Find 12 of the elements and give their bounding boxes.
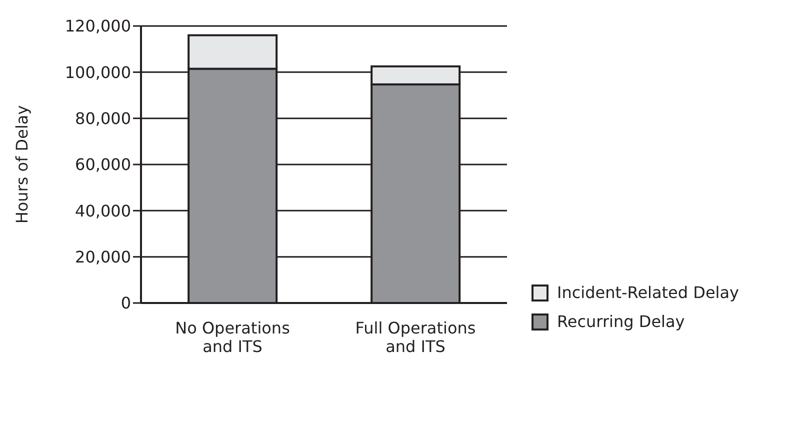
x-tick-label: No Operations and ITS xyxy=(175,318,290,356)
y-tick-label: 60,000 xyxy=(75,155,131,174)
y-tick-label: 40,000 xyxy=(75,201,131,220)
y-axis-title: Hours of Delay xyxy=(12,105,32,224)
x-tick-label: Full Operations and ITS xyxy=(355,318,476,356)
legend-label: Incident-Related Delay xyxy=(557,283,740,302)
y-tick-label: 0 xyxy=(120,294,131,313)
y-tick-label: 120,000 xyxy=(64,16,131,36)
y-tick-label: 20,000 xyxy=(75,248,131,267)
y-tick-label: 80,000 xyxy=(75,109,131,128)
y-tick-label: 100,000 xyxy=(64,62,131,82)
legend-label: Recurring Delay xyxy=(557,312,685,331)
